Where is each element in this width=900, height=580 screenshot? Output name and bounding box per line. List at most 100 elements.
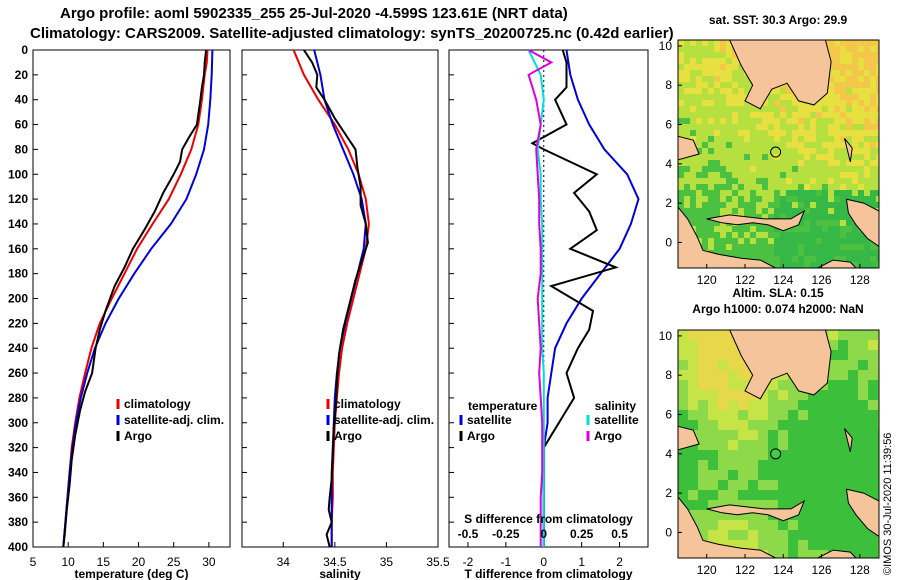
sst-map-cell — [816, 208, 822, 214]
sst-map-cell — [726, 124, 732, 130]
sst-map-cell — [828, 148, 834, 154]
sla-map-cell — [828, 420, 838, 430]
sst-map-cell — [846, 166, 852, 172]
sst-map-cell — [720, 130, 726, 136]
sla-map-cell — [858, 340, 868, 350]
sla-map-cell — [678, 470, 688, 480]
sla-map-ytick-label: 0 — [665, 525, 672, 539]
sst-map-cell — [684, 100, 690, 106]
sst-map-cell — [768, 214, 774, 220]
sst-map-cell — [876, 202, 879, 208]
sla-map-cell — [818, 390, 828, 400]
sst-map-cell — [690, 106, 696, 112]
sst-map-cell — [870, 196, 876, 202]
sla-map-cell — [738, 520, 748, 530]
sst-map-cell — [858, 64, 864, 70]
sst-map-cell — [792, 94, 798, 100]
sst-map-cell — [828, 232, 834, 238]
sst-map-cell — [714, 64, 720, 70]
sst-map-cell — [744, 136, 750, 142]
sst-map-cell — [834, 40, 840, 46]
sst-map-cell — [708, 202, 714, 208]
sst-map-cell — [678, 124, 684, 130]
sla-map-cell — [708, 380, 718, 390]
sst-map-cell — [744, 172, 750, 178]
sla-map-float-marker — [770, 448, 782, 460]
sst-map-cell — [768, 172, 774, 178]
sst-map-cell — [822, 172, 828, 178]
sst-map-cell — [756, 136, 762, 142]
sst-map-cell — [798, 232, 804, 238]
sst-map-cell — [786, 136, 792, 142]
sst-map-cell — [858, 136, 864, 142]
sst-map-cell — [708, 154, 714, 160]
sst-map-cell — [690, 184, 696, 190]
sst-map-cell — [756, 250, 762, 256]
sst-map-cell — [846, 232, 852, 238]
sla-map-cell — [838, 450, 848, 460]
sst-map-cell — [804, 112, 810, 118]
sst-map-cell — [834, 112, 840, 118]
sst-map-cell — [852, 262, 858, 268]
sst-map-cell — [714, 154, 720, 160]
sst-map-cell — [822, 124, 828, 130]
sla-map-cell — [868, 460, 878, 470]
sla-map-cell — [688, 370, 698, 380]
sla-map-cell — [798, 490, 808, 500]
sst-map-cell — [864, 124, 870, 130]
sst-map-cell — [684, 196, 690, 202]
sst-map-cell — [780, 250, 786, 256]
sst-map-cell — [714, 160, 720, 166]
sla-map-cell — [798, 410, 808, 420]
sst-map-cell — [792, 130, 798, 136]
sst-map-cell — [696, 136, 702, 142]
sst-map-cell — [804, 208, 810, 214]
sst-map-cell — [696, 82, 702, 88]
sst-map-cell — [678, 130, 684, 136]
sst-map-cell — [834, 184, 840, 190]
sst-map-cell — [804, 172, 810, 178]
sla-map-cell — [708, 410, 718, 420]
sst-map-cell — [858, 244, 864, 250]
sst-map-cell — [708, 46, 714, 52]
sst-map-cell — [840, 196, 846, 202]
sst-map-cell — [738, 226, 744, 232]
sst-map-cell — [864, 256, 870, 262]
sst-map-cell — [780, 160, 786, 166]
sst-map-cell — [726, 136, 732, 142]
sst-map-cell — [798, 184, 804, 190]
sla-map-cell — [718, 410, 728, 420]
sst-map-cell — [768, 160, 774, 166]
sla-map-cell — [848, 550, 858, 558]
salinity-legend-1-label: satellite-adj. clim. — [334, 413, 434, 427]
sst-map-cell — [792, 262, 798, 268]
sla-map-cell — [678, 330, 688, 340]
sst-map-cell — [762, 190, 768, 196]
copyright-timestamp: ©IMOS 30-Jul-2020 11:39:56 — [882, 432, 894, 575]
sla-map-cell — [758, 530, 768, 540]
sst-map-cell — [780, 190, 786, 196]
sla-map-cell — [678, 340, 688, 350]
sst-map-cell — [702, 118, 708, 124]
sst-map-cell — [732, 82, 738, 88]
sst-map-cell — [846, 130, 852, 136]
sst-map-cell — [786, 160, 792, 166]
sla-map-cell — [818, 490, 828, 500]
sla-map-cell — [838, 510, 848, 520]
sst-map-cell — [840, 238, 846, 244]
sst-map-cell — [678, 184, 684, 190]
sst-map-cell — [834, 52, 840, 58]
sst-map-cell — [708, 82, 714, 88]
sst-map-cell — [756, 202, 762, 208]
sst-map-cell — [828, 172, 834, 178]
sst-map-cell — [816, 112, 822, 118]
sla-map-cell — [698, 380, 708, 390]
sla-map-cell — [808, 540, 818, 550]
sla-map-cell — [748, 530, 758, 540]
sst-map-cell — [744, 232, 750, 238]
sst-map-cell — [828, 118, 834, 124]
sst-map-cell — [822, 160, 828, 166]
sla-map-cell — [848, 540, 858, 550]
depth-tick-label: 300 — [8, 416, 28, 430]
sst-map-cell — [870, 130, 876, 136]
